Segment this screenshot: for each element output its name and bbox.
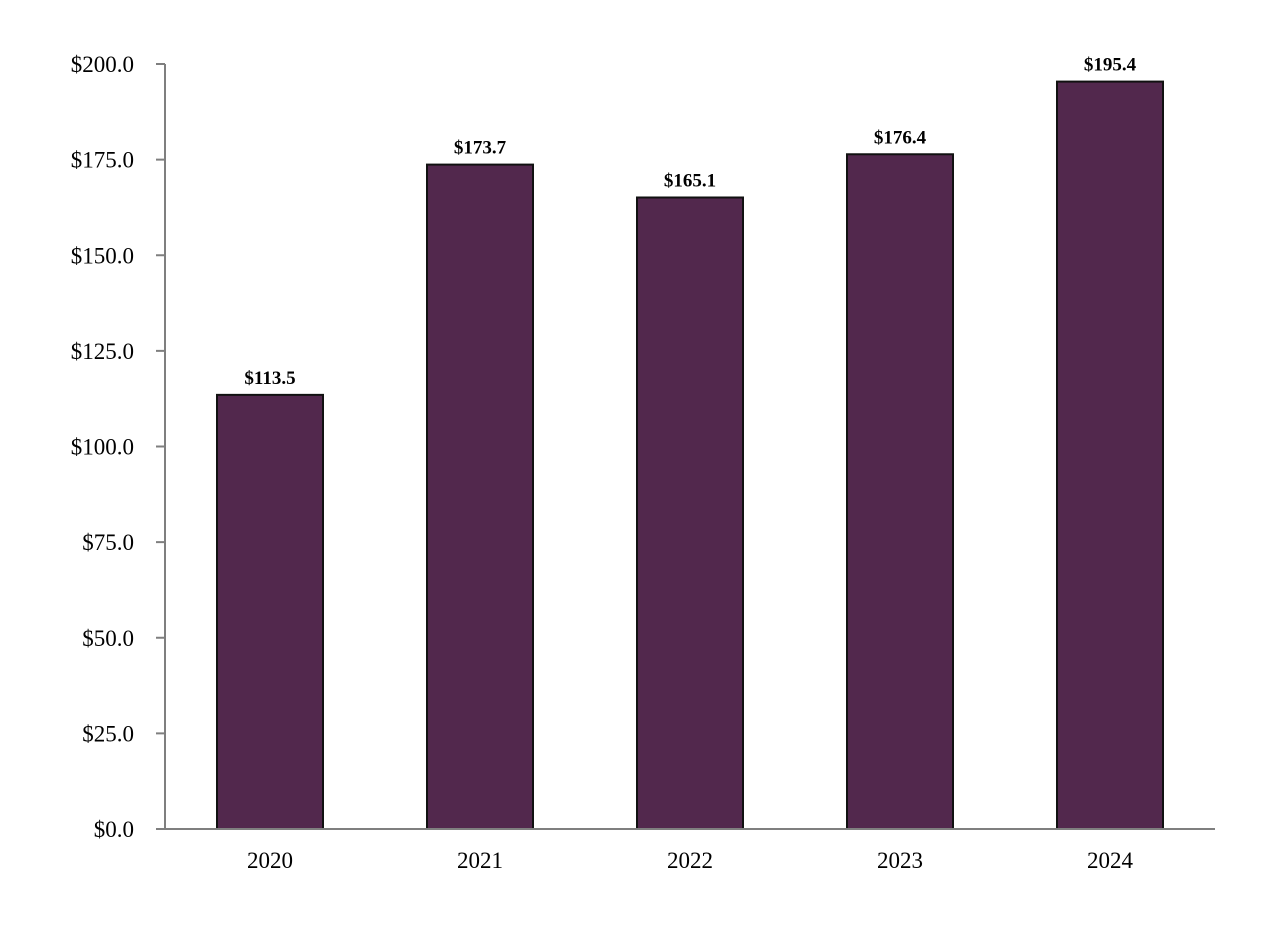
x-tick-label-2023: 2023: [877, 848, 923, 873]
bar-2021: [426, 163, 534, 831]
data-label-2023: $176.4: [874, 127, 927, 148]
y-tick-label: $25.0: [82, 721, 134, 746]
y-axis: $0.0 $25.0 $50.0 $75.0 $100.0 $125.0 $150.0 $17…: [71, 52, 166, 842]
y-tick-label: $50.0: [82, 626, 134, 651]
data-label-2020: $113.5: [244, 368, 295, 389]
bar-2023: [846, 153, 954, 830]
bar-2024: [1056, 80, 1164, 831]
data-label-2022: $165.1: [664, 170, 716, 191]
y-tick-label: $175.0: [71, 148, 134, 173]
y-tick-label: $0.0: [94, 817, 134, 842]
x-axis: 2020 2021 2022 2023 2024: [156, 828, 1215, 873]
data-label-2021: $173.7: [454, 138, 507, 159]
y-tick-label: $150.0: [71, 243, 134, 268]
y-tick-label: $200.0: [71, 52, 134, 77]
x-tick-label-2022: 2022: [667, 848, 713, 873]
bars: [216, 80, 1164, 831]
data-labels: $113.5 $173.7 $165.1 $176.4 $195.4: [244, 55, 1136, 389]
data-label-2024: $195.4: [1084, 55, 1137, 76]
bar-2020: [216, 393, 324, 830]
x-tick-label-2024: 2024: [1087, 848, 1134, 873]
y-tick-label: $75.0: [82, 530, 134, 555]
x-tick-label-2021: 2021: [457, 848, 503, 873]
y-tick-label: $125.0: [71, 339, 134, 364]
bar-2022: [636, 196, 744, 830]
y-tick-label: $100.0: [71, 435, 134, 460]
x-tick-label-2020: 2020: [247, 848, 293, 873]
